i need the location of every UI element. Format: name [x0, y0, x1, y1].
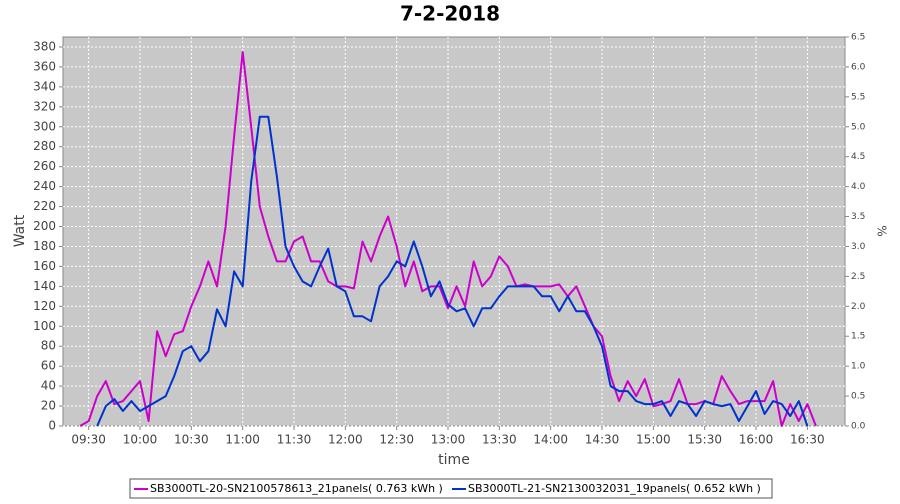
data-line	[79, 51, 817, 427]
y2-tick-label: 1.5	[851, 332, 865, 342]
legend-label: SB3000TL-21-SN2130032031_19panels( 0.652…	[468, 482, 761, 495]
y-axis-label: Watt	[12, 214, 28, 247]
y2-tick-label: 3.0	[851, 242, 866, 252]
y-tick-label: 220	[33, 199, 56, 213]
y-tick-label: 240	[33, 179, 56, 193]
y-tick-label: 20	[41, 399, 56, 413]
x-tick-label: 10:30	[174, 433, 209, 447]
y2-tick-label: 0.5	[851, 392, 865, 402]
y-tick-label: 0	[48, 419, 56, 433]
x-tick-label: 15:30	[687, 433, 722, 447]
x-tick-label: 14:30	[585, 433, 620, 447]
y-tick-label: 200	[33, 219, 56, 233]
x-tick-label: 12:30	[379, 433, 414, 447]
chart-title: 7-2-2018	[400, 2, 500, 26]
y-tick-label: 380	[33, 39, 56, 53]
y2-tick-label: 6.5	[851, 33, 865, 43]
y2-tick-label: 1.0	[851, 362, 866, 372]
x-axis-label: time	[438, 452, 470, 468]
y-tick-label: 80	[41, 339, 56, 353]
y2-tick-label: 6.0	[851, 62, 866, 72]
x-tick-label: 13:00	[431, 433, 466, 447]
y-tick-label: 120	[33, 299, 56, 313]
x-tick-label: 12:00	[328, 433, 363, 447]
x-tick-label: 10:00	[123, 433, 158, 447]
x-tick-label: 09:30	[71, 433, 106, 447]
y-tick-label: 180	[33, 239, 56, 253]
y2-tick-label: 2.5	[851, 272, 865, 282]
x-tick-label: 16:00	[739, 433, 774, 447]
y-tick-label: 160	[33, 259, 56, 273]
x-tick-label: 15:00	[636, 433, 671, 447]
y-tick-label: 60	[41, 359, 56, 373]
x-tick-label: 11:30	[277, 433, 312, 447]
y-tick-label: 300	[33, 119, 56, 133]
y-tick-label: 280	[33, 139, 56, 153]
x-tick-label: 16:30	[790, 433, 825, 447]
legend	[129, 478, 773, 499]
y-tick-label: 40	[41, 379, 56, 393]
y2-tick-label: 3.5	[851, 212, 865, 222]
x-tick-label: 14:00	[533, 433, 568, 447]
y-tick-label: 320	[33, 99, 56, 113]
y-tick-label: 260	[33, 159, 56, 173]
y2-tick-label: 4.0	[851, 182, 866, 192]
x-tick-label: 13:30	[482, 433, 517, 447]
plot-area	[62, 36, 846, 427]
y-tick-label: 340	[33, 79, 56, 93]
y2-tick-label: 0.0	[851, 422, 866, 432]
y2-tick-label: 4.5	[851, 152, 865, 162]
y-tick-label: 360	[33, 59, 56, 73]
y2-axis-label: %	[875, 225, 889, 236]
y2-tick-label: 2.0	[851, 302, 866, 312]
data-line	[96, 115, 809, 427]
y-tick-label: 100	[33, 319, 56, 333]
x-tick-label: 11:00	[225, 433, 260, 447]
y2-tick-label: 5.0	[851, 122, 866, 132]
y-tick-label: 140	[33, 279, 56, 293]
legend-label: SB3000TL-20-SN2100578613_21panels( 0.763…	[150, 482, 443, 495]
y2-tick-label: 5.5	[851, 92, 865, 102]
